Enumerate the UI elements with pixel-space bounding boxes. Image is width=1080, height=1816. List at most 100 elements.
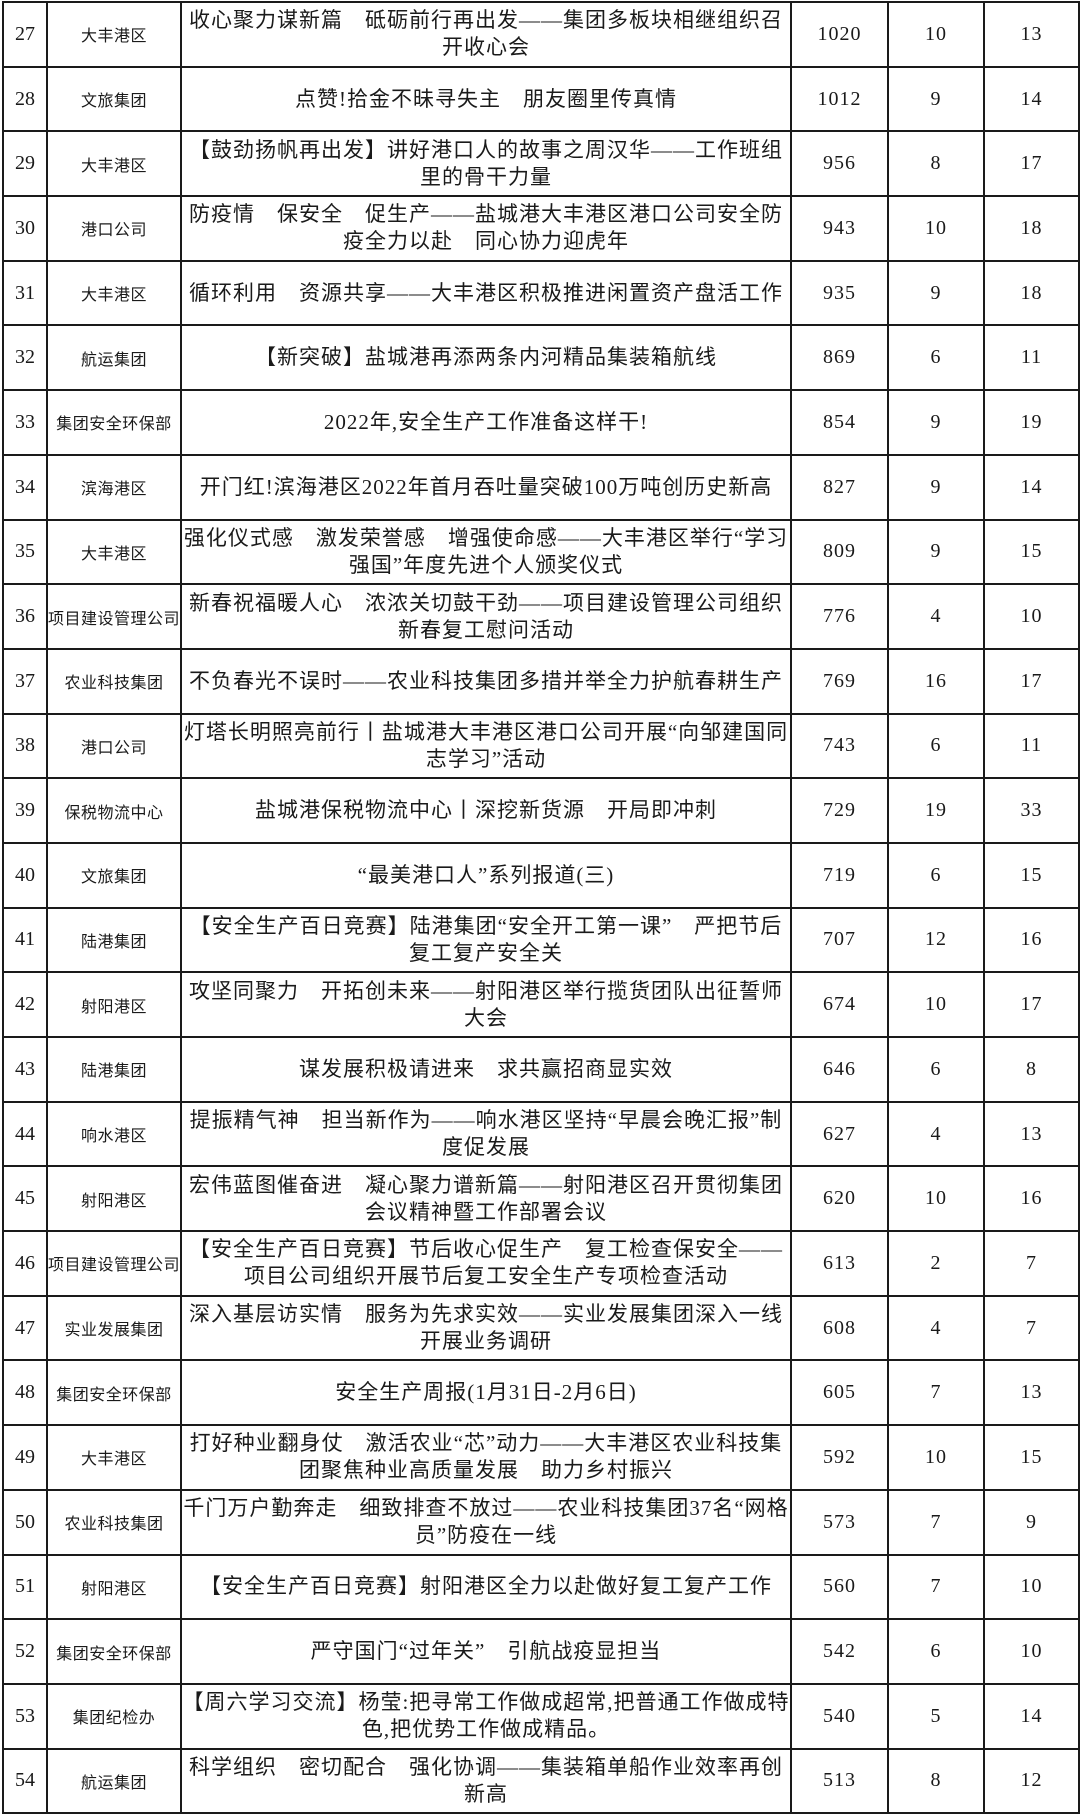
org-name-cell: 滨海港区 [46,453,182,521]
org-name-cell: 农业科技集团 [46,647,182,715]
table-row: 53 集团纪检办 【周六学习交流】杨莹:把寻常工作做成超常,把普通工作做成特色,… [2,1682,1080,1750]
article-title-cell: 2022年,安全生产工作准备这样干! [180,389,792,456]
metric-1-cell: 776 [790,583,889,650]
metric-3-cell: 17 [983,130,1080,198]
article-title-cell: 【新突破】盐城港再添两条内河精品集装箱航线 [180,324,792,392]
metric-3-cell: 15 [983,1424,1080,1491]
table-row: 50 农业科技集团 千门万户勤奔走 细致排查不放过——农业科技集团37名“网格员… [2,1488,1080,1556]
metric-2-cell: 10 [887,1424,985,1491]
org-name-cell: 响水港区 [46,1100,182,1168]
metric-2-cell: 4 [887,1100,985,1168]
table-row: 36 项目建设管理公司 新春祝福暖人心 浓浓关切鼓干劲——项目建设管理公司组织新… [2,583,1080,650]
metric-1-cell: 769 [790,647,889,715]
metric-1-cell: 743 [790,712,889,780]
row-number-cell: 51 [2,1553,48,1621]
table-row: 29 大丰港区 【鼓劲扬帆再出发】讲好港口人的故事之周汉华——工作班组里的骨干力… [2,130,1080,198]
metric-3-cell: 13 [983,1359,1080,1427]
metric-1-cell: 542 [790,1618,889,1685]
org-name-cell: 港口公司 [46,195,182,262]
article-title-cell: 千门万户勤奔走 细致排查不放过——农业科技集团37名“网格员”防疫在一线 [180,1488,792,1556]
org-name-cell: 航运集团 [46,1747,182,1815]
table-row: 33 集团安全环保部 2022年,安全生产工作准备这样干! 854 9 19 [2,389,1080,456]
org-name-cell: 农业科技集团 [46,1488,182,1556]
metric-2-cell: 10 [887,971,985,1038]
row-number-cell: 28 [2,65,48,133]
metric-2-cell: 9 [887,453,985,521]
row-number-cell: 29 [2,130,48,198]
org-name-cell: 集团安全环保部 [46,1359,182,1427]
article-title-cell: 安全生产周报(1月31日-2月6日) [180,1359,792,1427]
article-title-cell: 防疫情 保安全 促生产——盐城港大丰港区港口公司安全防疫全力以赴 同心协力迎虎年 [180,195,792,262]
metric-2-cell: 6 [887,1618,985,1685]
metric-1-cell: 613 [790,1230,889,1297]
metric-2-cell: 9 [887,518,985,586]
org-name-cell: 实业发展集团 [46,1294,182,1362]
org-name-cell: 航运集团 [46,324,182,392]
metric-1-cell: 540 [790,1682,889,1750]
metric-3-cell: 18 [983,195,1080,262]
metric-2-cell: 9 [887,389,985,456]
metric-2-cell: 8 [887,1747,985,1815]
metric-3-cell: 17 [983,971,1080,1038]
article-title-cell: 宏伟蓝图催奋进 凝心聚力谱新篇——射阳港区召开贯彻集团会议精神暨工作部署会议 [180,1165,792,1233]
metric-1-cell: 674 [790,971,889,1038]
row-number-cell: 43 [2,1036,48,1103]
org-name-cell: 大丰港区 [46,259,182,327]
metric-3-cell: 17 [983,647,1080,715]
metric-3-cell: 11 [983,712,1080,780]
article-title-cell: 提振精气神 担当新作为——响水港区坚持“早晨会晚汇报”制度促发展 [180,1100,792,1168]
article-title-cell: 不负春光不误时——农业科技集团多措并举全力护航春耕生产 [180,647,792,715]
org-name-cell: 集团安全环保部 [46,1618,182,1685]
metric-3-cell: 15 [983,841,1080,909]
row-number-cell: 48 [2,1359,48,1427]
metric-2-cell: 9 [887,65,985,133]
row-number-cell: 35 [2,518,48,586]
table-row: 30 港口公司 防疫情 保安全 促生产——盐城港大丰港区港口公司安全防疫全力以赴… [2,195,1080,262]
article-title-cell: “最美港口人”系列报道(三) [180,841,792,909]
org-name-cell: 港口公司 [46,712,182,780]
metric-1-cell: 827 [790,453,889,521]
org-name-cell: 集团纪检办 [46,1682,182,1750]
metric-2-cell: 12 [887,906,985,974]
row-number-cell: 31 [2,259,48,327]
metric-1-cell: 592 [790,1424,889,1491]
metric-1-cell: 573 [790,1488,889,1556]
metric-2-cell: 16 [887,647,985,715]
table-row: 35 大丰港区 强化仪式感 激发荣誉感 增强使命感——大丰港区举行“学习强国”年… [2,518,1080,586]
row-number-cell: 32 [2,324,48,392]
metric-1-cell: 646 [790,1036,889,1103]
metric-1-cell: 854 [790,389,889,456]
metric-3-cell: 7 [983,1230,1080,1297]
article-title-cell: 点赞!拾金不昧寻失主 朋友圈里传真情 [180,65,792,133]
metric-1-cell: 809 [790,518,889,586]
table-row: 38 港口公司 灯塔长明照亮前行丨盐城港大丰港区港口公司开展“向邹建国同志学习”… [2,712,1080,780]
metric-1-cell: 943 [790,195,889,262]
table-row: 52 集团安全环保部 严守国门“过年关” 引航战疫显担当 542 6 10 [2,1618,1080,1685]
table-row: 31 大丰港区 循环利用 资源共享——大丰港区积极推进闲置资产盘活工作 935 … [2,259,1080,327]
metric-1-cell: 620 [790,1165,889,1233]
metric-3-cell: 9 [983,1488,1080,1556]
metric-2-cell: 4 [887,583,985,650]
org-name-cell: 射阳港区 [46,1165,182,1233]
metric-1-cell: 956 [790,130,889,198]
row-number-cell: 39 [2,777,48,844]
article-title-cell: 开门红!滨海港区2022年首月吞吐量突破100万吨创历史新高 [180,453,792,521]
row-number-cell: 27 [2,1,48,68]
metric-2-cell: 10 [887,1165,985,1233]
article-title-cell: 强化仪式感 激发荣誉感 增强使命感——大丰港区举行“学习强国”年度先进个人颁奖仪… [180,518,792,586]
metric-1-cell: 560 [790,1553,889,1621]
metric-3-cell: 18 [983,259,1080,327]
metric-1-cell: 608 [790,1294,889,1362]
table-row: 54 航运集团 科学组织 密切配合 强化协调——集装箱单船作业效率再创新高 51… [2,1747,1080,1815]
org-name-cell: 陆港集团 [46,1036,182,1103]
org-name-cell: 大丰港区 [46,130,182,198]
metric-1-cell: 869 [790,324,889,392]
row-number-cell: 46 [2,1230,48,1297]
article-title-cell: 灯塔长明照亮前行丨盐城港大丰港区港口公司开展“向邹建国同志学习”活动 [180,712,792,780]
article-title-cell: 【鼓劲扬帆再出发】讲好港口人的故事之周汉华——工作班组里的骨干力量 [180,130,792,198]
metric-2-cell: 9 [887,259,985,327]
metric-1-cell: 719 [790,841,889,909]
table-row: 42 射阳港区 攻坚同聚力 开拓创未来——射阳港区举行揽货团队出征誓师大会 67… [2,971,1080,1038]
article-title-cell: 收心聚力谋新篇 砥砺前行再出发——集团多板块相继组织召开收心会 [180,1,792,68]
